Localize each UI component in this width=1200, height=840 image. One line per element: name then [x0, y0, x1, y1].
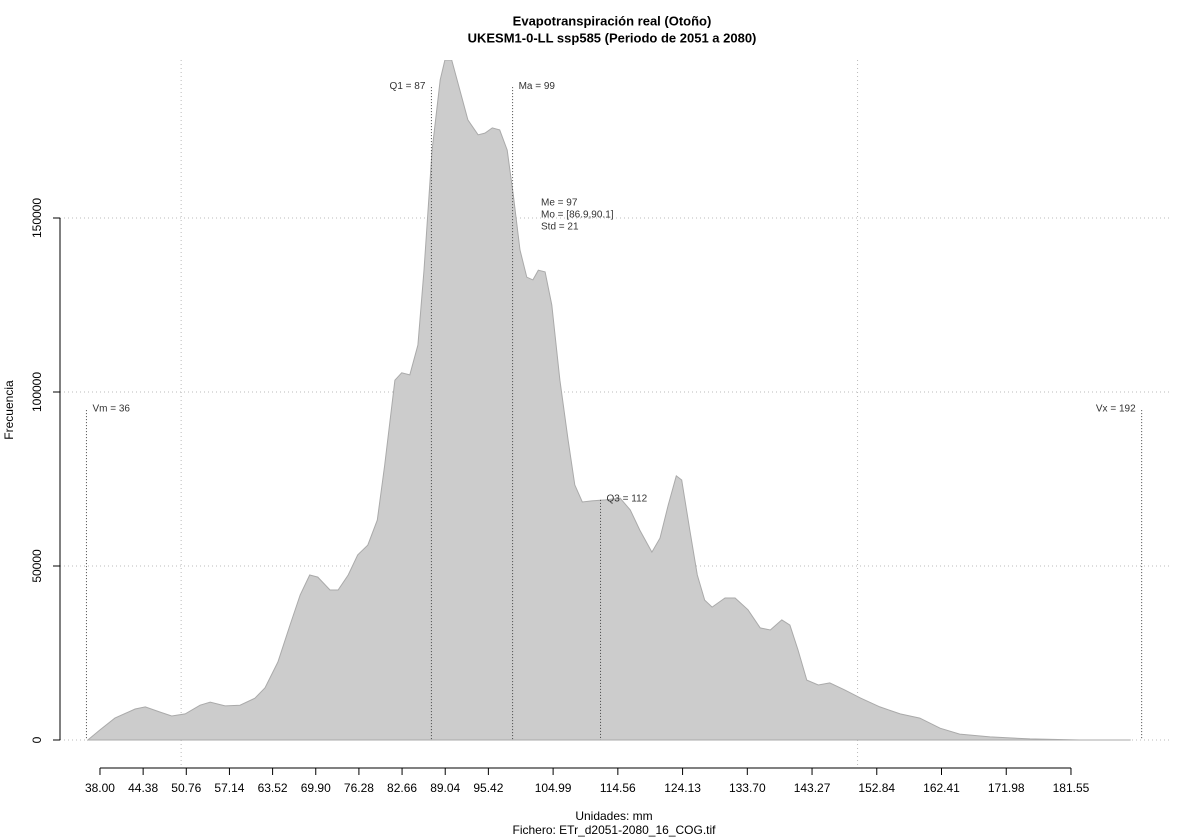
- x-tick-label: 114.56: [600, 781, 636, 795]
- x-tick-label: 50.76: [171, 781, 201, 795]
- x-axis-label: Unidades: mm: [575, 809, 652, 823]
- chart-title: Evapotranspiración real (Otoño): [513, 13, 712, 28]
- chart-subtitle: UKESM1-0-LL ssp585 (Periodo de 2051 a 20…: [468, 30, 757, 45]
- x-tick-label: 38.00: [85, 781, 115, 795]
- y-tick-label: 50000: [30, 549, 44, 583]
- x-tick-label: 95.42: [473, 781, 503, 795]
- x-tick-label: 57.14: [214, 781, 244, 795]
- stat-label: Std = 21: [541, 222, 579, 233]
- y-tick-label: 100000: [30, 372, 44, 412]
- x-tick-label: 76.28: [344, 781, 374, 795]
- x-tick-label: 152.84: [858, 781, 895, 795]
- x-tick-label: 124.13: [664, 781, 701, 795]
- y-tick-label: 150000: [30, 198, 44, 238]
- annotation-label: Vm = 36: [92, 404, 130, 415]
- y-tick-label: 0: [30, 736, 44, 743]
- x-tick-label: 181.55: [1053, 781, 1090, 795]
- x-tick-label: 104.99: [535, 781, 572, 795]
- density-area: [87, 60, 1131, 742]
- annotation-label: Ma = 99: [519, 81, 556, 92]
- annotation-label: Q3 = 112: [607, 494, 648, 505]
- x-tick-label: 171.98: [988, 781, 1025, 795]
- x-tick-label: 133.70: [729, 781, 766, 795]
- caption: Fichero: ETr_d2051-2080_16_COG.tif: [513, 823, 717, 837]
- annotation-label: Vx = 192: [1096, 404, 1136, 415]
- x-tick-label: 162.41: [923, 781, 960, 795]
- annotation-label: Q1 = 87: [390, 81, 426, 92]
- x-tick-label: 63.52: [258, 781, 288, 795]
- y-axis-label: Frecuencia: [2, 380, 16, 440]
- x-tick-label: 44.38: [128, 781, 158, 795]
- plot-area: [87, 60, 1131, 742]
- x-tick-label: 69.90: [301, 781, 331, 795]
- x-tick-label: 143.27: [794, 781, 831, 795]
- stat-label: Mo = [86.9,90.1]: [541, 210, 614, 221]
- x-tick-label: 89.04: [430, 781, 460, 795]
- stat-label: Me = 97: [541, 198, 578, 209]
- x-tick-label: 82.66: [387, 781, 417, 795]
